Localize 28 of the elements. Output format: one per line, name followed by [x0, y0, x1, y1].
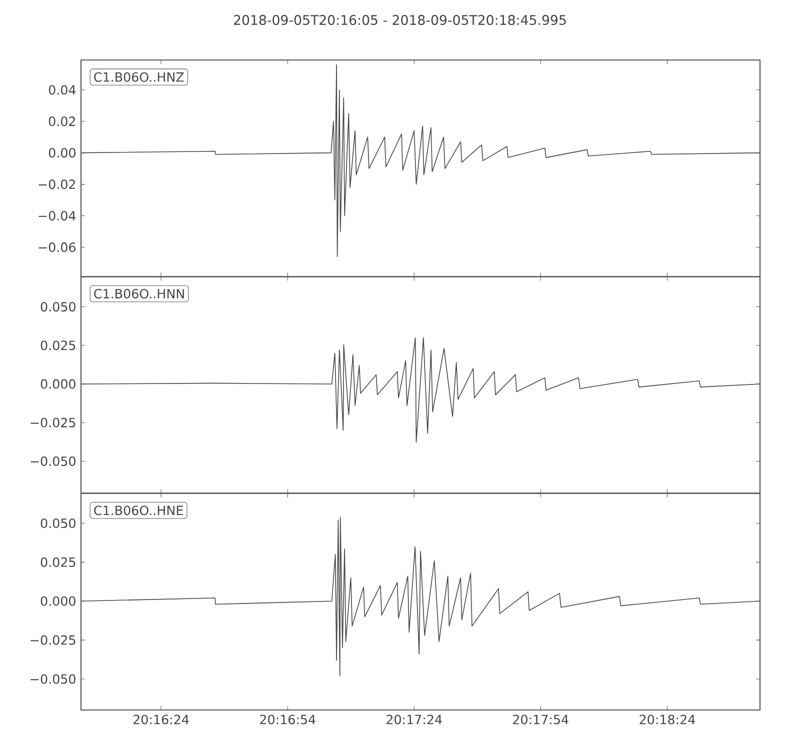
chart-title: 2018-09-05T20:16:05 - 2018-09-05T20:18:45.995	[234, 14, 566, 26]
y-tick-label: −0.050	[30, 674, 76, 684]
y-tick-label: 0.025	[40, 340, 76, 350]
x-tick-label: 20:16:54	[260, 714, 316, 724]
line-series	[81, 64, 760, 258]
x-tick-label: 20:17:54	[513, 714, 568, 724]
y-tick-label: 0.050	[40, 518, 76, 528]
annotation: C1.B06O..HNN	[94, 288, 184, 299]
y-tick-label: 0.02	[48, 116, 76, 126]
y-tick-label: 0.025	[40, 557, 76, 567]
y-tick-label: 0.000	[40, 379, 76, 389]
y-tick-label: −0.06	[38, 242, 76, 252]
y-tick-label: 0.000	[40, 596, 76, 606]
y-tick-label: −0.04	[38, 210, 76, 221]
line-series	[81, 516, 760, 676]
annotation: C1.B06O..HNE	[94, 506, 183, 516]
y-tick-label: −0.025	[30, 418, 76, 428]
y-tick-label: 0.04	[48, 85, 76, 95]
annotation: C1.B06O..HNZ	[94, 72, 184, 82]
y-tick-label: −0.050	[30, 456, 76, 466]
y-tick-label: 0.00	[48, 148, 76, 158]
x-tick-label: 20:16:24	[133, 714, 189, 724]
x-tick-label: 20:18:24	[640, 714, 695, 724]
y-tick-label: 0.050	[40, 302, 76, 312]
y-tick-label: −0.025	[30, 635, 76, 645]
y-tick-label: −0.02	[38, 179, 76, 190]
line-series	[81, 337, 760, 443]
x-tick-label: 20:17:24	[386, 714, 442, 724]
